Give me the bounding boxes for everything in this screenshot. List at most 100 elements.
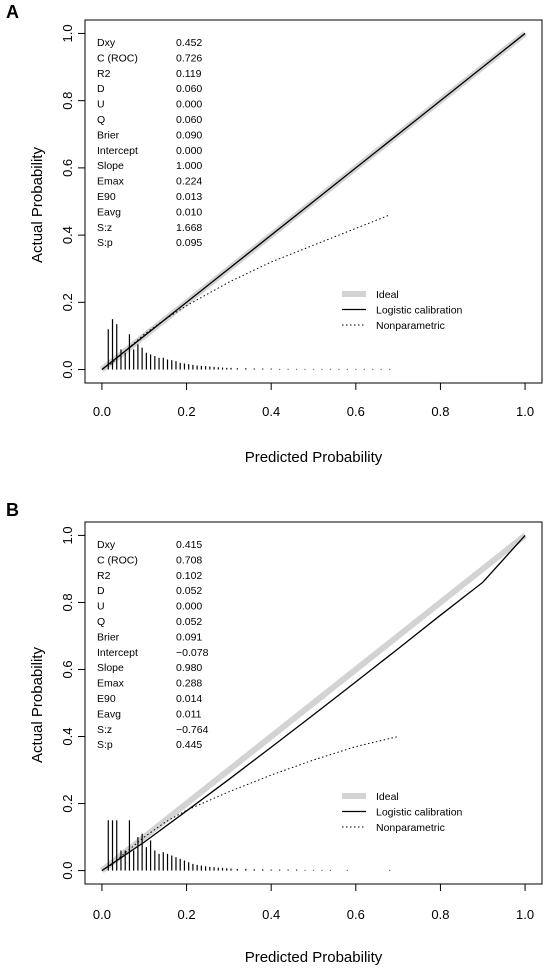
panel-b-y-tick-label: 0.2 bbox=[60, 795, 75, 813]
panel-a-stat-name: Q bbox=[97, 114, 105, 126]
panel-b-stat-name: R2 bbox=[97, 570, 111, 582]
panel-a-stat-value: 0.090 bbox=[176, 129, 202, 141]
panel-b-stat-name: D bbox=[97, 585, 105, 597]
panel-b-stat-name: Slope bbox=[97, 662, 124, 674]
panel-b-stat-name: S:p bbox=[97, 739, 113, 751]
panel-a-stat-value: 1.000 bbox=[176, 160, 202, 172]
panel-a-y-tick-label: 0.2 bbox=[60, 293, 75, 311]
panel-b-stat-value: 0.980 bbox=[176, 662, 202, 674]
panel-b-y-tick-label: 0.0 bbox=[60, 862, 75, 880]
panel-a-y-axis-title: Actual Probability bbox=[29, 147, 46, 263]
panel-b-stat-name: Q bbox=[97, 616, 105, 628]
panel-a-legend-label: Logistic calibration bbox=[376, 305, 463, 317]
panel-a-stat-name: S:z bbox=[97, 222, 112, 234]
panel-a-stat-value: 0.452 bbox=[176, 37, 202, 49]
panel-b-x-tick-label: 0.2 bbox=[178, 907, 196, 922]
panel-b-x-tick-label: 0.8 bbox=[431, 907, 449, 922]
panel-a-stat-name: D bbox=[97, 83, 105, 95]
panel-a-y-tick-label: 0.8 bbox=[60, 92, 75, 110]
panel-b-stat-value: 0.000 bbox=[176, 601, 202, 613]
panel-a-x-tick-label: 0.4 bbox=[262, 404, 280, 419]
panel-b-stat-value: 0.052 bbox=[176, 616, 202, 628]
panel-a-y-tick-label: 1.0 bbox=[60, 24, 75, 42]
panel-b-stat-value: 0.102 bbox=[176, 570, 202, 582]
panel-b-stat-value: 0.415 bbox=[176, 539, 202, 551]
panel-a-stat-value: 0.095 bbox=[176, 237, 202, 249]
panel-a-stat-name: U bbox=[97, 99, 105, 111]
panel-a-stat-value: 0.013 bbox=[176, 191, 202, 203]
panel-b-stat-value: 0.011 bbox=[176, 708, 202, 720]
panel-b-y-tick-label: 0.4 bbox=[60, 727, 75, 745]
panel-b-letter: B bbox=[6, 500, 19, 520]
panel-b-stat-value: −0.078 bbox=[176, 647, 209, 659]
panel-a-stat-value: 0.726 bbox=[176, 52, 202, 64]
panel-a-y-tick-label: 0.4 bbox=[60, 226, 75, 244]
panel-b-stat-name: E90 bbox=[97, 693, 116, 705]
panel-a-stat-name: E90 bbox=[97, 191, 116, 203]
panel-b-stat-name: Emax bbox=[97, 678, 125, 690]
panel-b-stat-value: 0.052 bbox=[176, 585, 202, 597]
panel-b-x-axis-title: Predicted Probability bbox=[245, 949, 383, 966]
panel-a-stat-name: Eavg bbox=[97, 206, 121, 218]
panel-b-logistic-calibration-line bbox=[101, 534, 526, 872]
panel-b-legend-label: Ideal bbox=[376, 791, 399, 803]
panel-b-stat-name: S:z bbox=[97, 724, 112, 736]
panel-b-stat-value: 0.091 bbox=[176, 631, 202, 643]
panel-b-y-tick-label: 0.8 bbox=[60, 593, 75, 611]
panel-a-stat-name: C (ROC) bbox=[97, 52, 138, 64]
panel-b-y-tick-label: 0.6 bbox=[60, 660, 75, 678]
panel-a-stat-value: 0.000 bbox=[176, 99, 202, 111]
panel-b-x-tick-label: 1.0 bbox=[516, 907, 534, 922]
panel-b-stat-name: C (ROC) bbox=[97, 554, 138, 566]
panel-b-stat-value: 0.014 bbox=[176, 693, 202, 705]
panel-a-letter: A bbox=[6, 2, 19, 22]
panel-b-stat-name: U bbox=[97, 601, 105, 613]
panel-b-x-tick-label: 0.4 bbox=[262, 907, 280, 922]
panel-a-stat-value: 1.668 bbox=[176, 222, 202, 234]
panel-a-x-tick-label: 0.2 bbox=[178, 404, 196, 419]
panel-b-legend-label: Nonparametric bbox=[376, 822, 445, 834]
panel-a-x-axis-title: Predicted Probability bbox=[245, 449, 383, 466]
panel-b-y-tick-label: 1.0 bbox=[60, 526, 75, 544]
panel-a-y-tick-label: 0.0 bbox=[60, 361, 75, 379]
panel-a-stat-value: 0.010 bbox=[176, 206, 202, 218]
panel-a-legend-label: Nonparametric bbox=[376, 320, 445, 332]
panel-a-stat-name: Dxy bbox=[97, 37, 116, 49]
panel-b-x-tick-label: 0.0 bbox=[93, 907, 111, 922]
panel-b-stat-value: 0.445 bbox=[176, 739, 202, 751]
panel-b-stat-name: Dxy bbox=[97, 539, 116, 551]
panel-a-x-tick-label: 0.8 bbox=[431, 404, 449, 419]
panel-a-stat-name: Brier bbox=[97, 129, 120, 141]
panel-a-x-tick-label: 0.6 bbox=[347, 404, 365, 419]
panel-b-stat-name: Brier bbox=[97, 631, 120, 643]
panel-a-stat-value: 0.060 bbox=[176, 83, 202, 95]
panel-b-legend-label: Logistic calibration bbox=[376, 807, 463, 819]
panel-a-stat-name: Emax bbox=[97, 176, 125, 188]
panel-a-y-tick-label: 0.6 bbox=[60, 159, 75, 177]
panel-a-stat-value: 0.000 bbox=[176, 145, 202, 157]
panel-b-stat-name: Eavg bbox=[97, 708, 121, 720]
panel-a-x-tick-label: 1.0 bbox=[516, 404, 534, 419]
panel-a-stat-name: Slope bbox=[97, 160, 124, 172]
panel-a-nonparametric-line bbox=[110, 214, 390, 365]
panel-b-ideal-line bbox=[100, 533, 527, 873]
panel-a-logistic-calibration-line bbox=[101, 32, 526, 371]
panel-b-stat-value: 0.288 bbox=[176, 678, 202, 690]
panel-b-y-axis-title: Actual Probability bbox=[29, 647, 46, 763]
panel-b-plot-frame bbox=[84, 521, 543, 885]
panel-b-x-tick-label: 0.6 bbox=[347, 907, 365, 922]
panel-a-x-tick-label: 0.0 bbox=[93, 404, 111, 419]
panel-a-stat-name: Intercept bbox=[97, 145, 138, 157]
panel-a-stat-name: R2 bbox=[97, 68, 111, 80]
panel-a-plot-frame bbox=[84, 19, 543, 384]
panel-a-stat-name: S:p bbox=[97, 237, 113, 249]
panel-b-stat-value: −0.764 bbox=[176, 724, 209, 736]
panel-a-legend-label: Ideal bbox=[376, 289, 399, 301]
panel-a-stat-value: 0.224 bbox=[176, 176, 202, 188]
panel-a-stat-value: 0.060 bbox=[176, 114, 202, 126]
panel-b-stat-value: 0.708 bbox=[176, 554, 202, 566]
panel-b-stat-name: Intercept bbox=[97, 647, 138, 659]
panel-a-stat-value: 0.119 bbox=[176, 68, 202, 80]
